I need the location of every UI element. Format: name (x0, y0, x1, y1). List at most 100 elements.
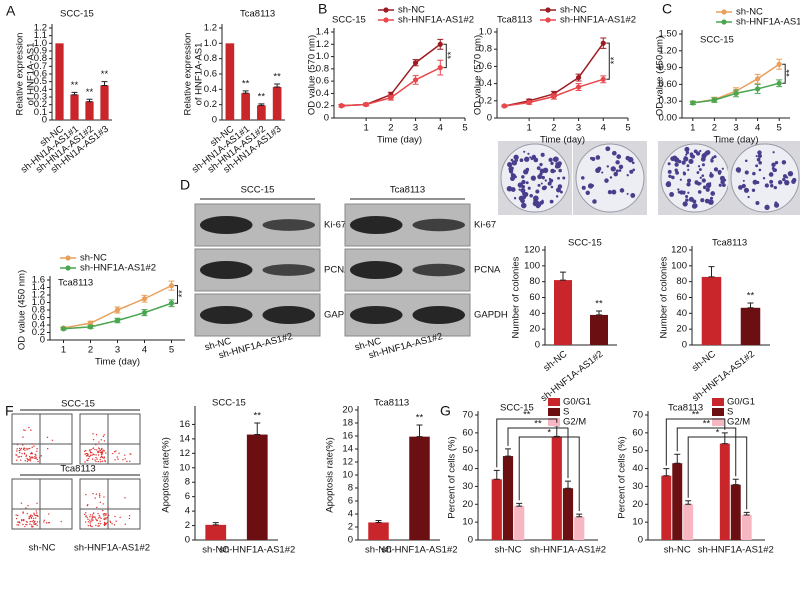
y-tick-label: 10 (632, 517, 643, 528)
colony (667, 162, 671, 166)
error-bar (721, 432, 728, 445)
colony (618, 164, 624, 170)
y-tick-label: 120 (671, 245, 687, 256)
flow-event (124, 458, 126, 460)
flow-event (89, 454, 92, 456)
flow-event (89, 516, 91, 518)
flow-event (103, 440, 106, 442)
colony (686, 164, 690, 168)
significance: ** (86, 87, 94, 98)
bar (85, 101, 94, 120)
y-tick-label: 0 (185, 535, 190, 546)
colony (688, 158, 694, 164)
x-tick-label: 4 (438, 123, 443, 134)
error-bar (708, 266, 715, 278)
flow-event (31, 456, 33, 458)
flow-event (119, 516, 121, 519)
y-tick-label: 0 (40, 335, 45, 346)
legend-label: G2/M (727, 417, 750, 428)
colony (601, 171, 604, 174)
colony (769, 179, 774, 184)
blot-band (262, 306, 315, 324)
flow-event (16, 517, 18, 520)
y-tick-label: 0.1 (34, 107, 47, 118)
flow-event (31, 446, 33, 449)
flow-event (25, 455, 27, 458)
significance: ** (703, 419, 711, 430)
colony (702, 185, 707, 190)
colony (607, 190, 613, 195)
flow-event (99, 516, 101, 518)
flow-event (99, 501, 102, 504)
y-axis-label: Percent of cells (%) (447, 436, 458, 518)
point (575, 84, 582, 90)
y-tick-label: 0.4 (34, 84, 47, 95)
x-tick-label: 2 (712, 123, 717, 134)
blot-band (262, 219, 315, 231)
chart-title: Tca8113 (58, 278, 93, 289)
colony (668, 174, 672, 179)
flow-event (118, 452, 120, 454)
legend-label: sh-NC (560, 5, 587, 16)
significance: ** (242, 78, 250, 89)
colony (679, 190, 684, 195)
significance: ** (101, 69, 109, 80)
legend-marker (383, 7, 389, 13)
flow-event (31, 520, 33, 523)
colony (521, 175, 525, 179)
chart-title: Tca8113 (374, 398, 409, 409)
flow-event (88, 449, 91, 451)
flow-event (100, 456, 102, 459)
colony (518, 188, 521, 191)
colony (752, 179, 758, 185)
y-tick-label: 0.2 (34, 99, 47, 110)
colony (595, 155, 601, 160)
x-tick-label: 1 (61, 345, 66, 356)
y-tick-label: 14 (179, 433, 190, 444)
colony (527, 152, 530, 155)
blot-band (262, 264, 315, 276)
colony (550, 168, 555, 174)
flow-event (105, 513, 107, 515)
colony (792, 177, 797, 183)
colony (686, 182, 691, 187)
colony (533, 178, 536, 181)
panel-label: A (6, 3, 16, 19)
flow-event (97, 460, 99, 463)
y-tick-label: 100 (524, 260, 540, 271)
panel-label: F (5, 403, 14, 419)
colony (592, 199, 597, 204)
flow-event (124, 454, 126, 456)
colony (537, 183, 541, 187)
colony (511, 160, 518, 166)
significance: ** (692, 410, 700, 421)
flow-event (122, 459, 124, 461)
colony (513, 154, 519, 160)
colony (722, 183, 726, 188)
y-tick-label: 12 (342, 457, 353, 468)
colony (615, 160, 620, 165)
y-tick-label: 0.2 (204, 99, 217, 110)
flow-event (26, 447, 28, 450)
y-tick-label: 1.1 (34, 30, 47, 41)
y-tick-label: 18 (342, 418, 353, 429)
y-tick-label: 0.8 (316, 63, 329, 74)
flow-event (99, 520, 101, 522)
bar (70, 94, 79, 120)
blot-band (412, 306, 465, 324)
colony (535, 201, 542, 208)
chart-title: Tca8113 (712, 238, 747, 249)
flow-event (104, 512, 106, 515)
colony (626, 192, 629, 195)
bar (257, 105, 266, 120)
legend-label: sh-NC (80, 253, 107, 264)
flow-event (109, 520, 111, 522)
flow-event (36, 450, 38, 452)
chart-title: SCC-15 (568, 238, 602, 249)
colony (756, 180, 760, 184)
bar (661, 475, 672, 540)
flow-event (35, 522, 37, 525)
flow-event (108, 514, 110, 517)
flow-event (104, 459, 106, 462)
flow-event (34, 455, 36, 458)
